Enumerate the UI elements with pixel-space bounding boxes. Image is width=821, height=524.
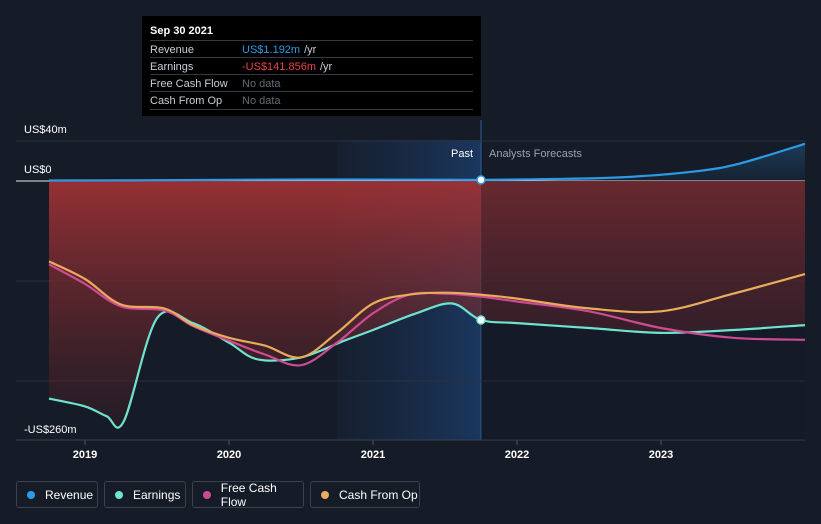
tooltip-row-revenue: Revenue US$1.192m/yr	[150, 40, 473, 58]
cash-from-op-dot-icon	[321, 490, 329, 499]
legend-label: Earnings	[133, 487, 181, 502]
revenue-marker	[476, 175, 486, 185]
tooltip-label: Free Cash Flow	[150, 78, 228, 90]
x-axis-label: 2021	[361, 449, 385, 461]
revenue-dot-icon	[27, 490, 35, 499]
revenue-area	[49, 143, 805, 181]
tooltip-value: US$1.192m/yr	[242, 44, 317, 56]
legend-item-earnings[interactable]: Earnings	[104, 481, 186, 508]
cash-from-op-line	[48, 260, 806, 359]
hover-tooltip: Sep 30 2021 Revenue US$1.192m/yr Earning…	[142, 16, 481, 116]
legend-label: Revenue	[45, 487, 94, 502]
earnings-area	[49, 181, 805, 428]
legend-label: Cash From Op	[339, 487, 418, 502]
tooltip-value: No data	[242, 95, 281, 107]
past-label: Past	[451, 148, 473, 160]
x-axis-label: 2020	[217, 449, 241, 461]
legend-item-revenue[interactable]: Revenue	[16, 481, 98, 508]
forecast-label: Analysts Forecasts	[489, 148, 582, 160]
tooltip-label: Revenue	[150, 44, 195, 56]
x-axis-label: 2019	[73, 449, 97, 461]
forecast-shade	[481, 181, 805, 440]
y-axis-label: US$0	[24, 164, 52, 176]
tooltip-row-cash-from-op: Cash From Op No data	[150, 91, 473, 110]
earnings-marker	[476, 315, 486, 325]
legend-item-cash-from-op[interactable]: Cash From Op	[310, 481, 420, 508]
tooltip-row-earnings: Earnings -US$141.856m/yr	[150, 57, 473, 75]
free-cash-flow-dot-icon	[203, 490, 211, 499]
earnings-dot-icon	[115, 490, 123, 499]
legend-item-free-cash-flow[interactable]: Free Cash Flow	[192, 480, 304, 509]
tooltip-date: Sep 30 2021	[150, 25, 213, 37]
x-axis-label: 2023	[649, 449, 673, 461]
tooltip-row-free-cash-flow: Free Cash Flow No data	[150, 74, 473, 92]
free-cash-flow-line	[48, 263, 806, 367]
y-axis-label: US$40m	[24, 124, 67, 136]
tooltip-value: -US$141.856m/yr	[242, 61, 333, 73]
x-axis-label: 2022	[505, 449, 529, 461]
earnings-line	[48, 302, 806, 429]
y-axis-label: -US$260m	[24, 424, 77, 436]
tooltip-value: No data	[242, 78, 281, 90]
legend-label: Free Cash Flow	[220, 480, 277, 509]
tooltip-label: Earnings	[150, 61, 194, 73]
tooltip-label: Cash From Op	[150, 95, 223, 107]
